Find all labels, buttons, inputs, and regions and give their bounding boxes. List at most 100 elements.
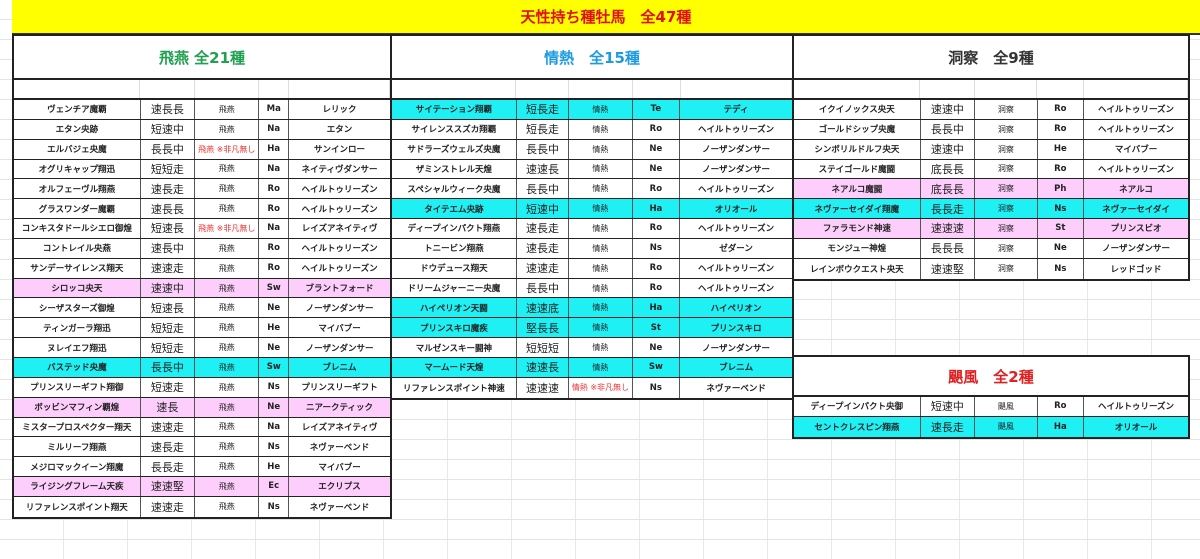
lineage-name-cell[interactable]: ネヴァーベンド	[706, 383, 766, 394]
horse-name-cell[interactable]: セントクレスピン翔燕	[794, 416, 921, 437]
trait-cell[interactable]: 情熱	[569, 318, 633, 338]
lineage-code-cell[interactable]: Ro	[259, 199, 290, 219]
lineage-name-cell[interactable]: ヘイルトゥリーズン	[698, 184, 775, 195]
lineage-name-cell[interactable]: ネイティヴダンサー	[301, 164, 378, 175]
lineage-name-cell[interactable]: ヘイルトゥリーズン	[1097, 164, 1175, 175]
table-row[interactable]: バステッド央魔 長長中 飛燕 Sw ブレニム	[14, 357, 390, 378]
distance-type-cell[interactable]: 短速長	[141, 219, 196, 238]
table-row[interactable]: プリンスリーギフト翔御 短速走 飛燕 Ns プリンスリーギフト	[14, 377, 390, 398]
lineage-name-cell[interactable]: ブレニム	[719, 363, 754, 374]
distance-type-cell[interactable]: 短速走	[141, 377, 196, 397]
distance-type-cell[interactable]: 速長	[141, 397, 196, 417]
table-row[interactable]: メジロマックイーン翔魔 長長走 飛燕 He マイバブー	[14, 457, 390, 478]
distance-type-cell[interactable]: 長長中	[141, 357, 196, 377]
lineage-code-cell[interactable]: Na	[259, 417, 290, 437]
distance-type-cell[interactable]: 速速走	[141, 258, 196, 278]
table-row[interactable]: ファラモンド神速 速速速 洞察 St プリンスビオ	[794, 219, 1188, 239]
horse-name-cell[interactable]: コントレイル央燕	[14, 238, 141, 258]
trait-cell[interactable]: 情熱	[569, 238, 633, 258]
table-row[interactable]: ミスタープロスペクター翔天 速速走 飛燕 Na レイズアネイティヴ	[14, 417, 390, 438]
lineage-code-cell[interactable]: Ro	[259, 258, 290, 278]
trait-cell[interactable]: 情熱	[569, 159, 633, 179]
trait-cell[interactable]: 情熱	[569, 119, 633, 139]
lineage-code-cell[interactable]: Ne	[259, 338, 290, 357]
table-row[interactable]: レインボウクエスト央天 速速堅 洞察 Ns レッドゴッド	[794, 258, 1188, 279]
trait-cell[interactable]: 洞察	[975, 219, 1038, 238]
horse-name-cell[interactable]: タイテエム央跡	[392, 199, 517, 219]
distance-type-cell[interactable]: 速長走	[141, 437, 196, 457]
table-row[interactable]: エタン央跡 短速中 飛燕 Na エタン	[14, 119, 390, 140]
horse-name-cell[interactable]: レインボウクエスト央天	[794, 258, 921, 279]
table-row[interactable]: ディープインパクト央御 短速中 颶風 Ro ヘイルトゥリーズン	[794, 397, 1188, 417]
trait-cell[interactable]: 飛燕	[195, 457, 260, 477]
trait-cell[interactable]: 情熱	[569, 219, 633, 238]
horse-name-cell[interactable]: コンキスタドールシエロ御煌	[14, 219, 141, 238]
horse-name-cell[interactable]: ディープインパクト翔燕	[392, 219, 517, 238]
lineage-name-cell[interactable]: ネヴァーセイダイ	[1102, 204, 1170, 215]
trait-cell[interactable]: 飛燕	[195, 397, 260, 417]
trait-cell[interactable]: 情熱	[569, 338, 633, 357]
table-row[interactable]: ドウデュース翔天 速速走 情熱 Ro ヘイルトゥリーズン	[392, 258, 792, 279]
horse-name-cell[interactable]: シーザスターズ御煌	[14, 298, 141, 318]
lineage-code-cell[interactable]: Ma	[259, 100, 290, 119]
distance-type-cell[interactable]: 速速中	[141, 278, 196, 298]
trait-cell[interactable]: 飛燕	[195, 258, 260, 278]
trait-cell[interactable]: 飛燕	[195, 179, 260, 199]
lineage-name-cell[interactable]: レイズアネイティヴ	[301, 422, 378, 433]
trait-cell[interactable]: 飛燕	[195, 417, 260, 437]
table-row[interactable]: イクイノックス央天 速速中 洞察 Ro ヘイルトゥリーズン	[794, 100, 1188, 120]
distance-type-cell[interactable]: 速長中	[141, 238, 196, 258]
lineage-name-cell[interactable]: エクリプス	[318, 482, 361, 493]
lineage-code-cell[interactable]: Ns	[1038, 199, 1085, 219]
lineage-name-cell[interactable]: マイバブー	[318, 323, 361, 334]
table-row[interactable]: シンボリルドルフ央天 速速中 洞察 He マイバブー	[794, 139, 1188, 160]
trait-cell[interactable]: 洞察	[975, 258, 1038, 279]
lineage-code-cell[interactable]: Ro	[259, 179, 290, 199]
trait-cell[interactable]: 洞察	[975, 199, 1038, 219]
distance-type-cell[interactable]: 速速長	[517, 159, 570, 179]
lineage-code-cell[interactable]: Ha	[633, 199, 681, 219]
lineage-code-cell[interactable]: St	[633, 318, 681, 338]
lineage-name-cell[interactable]: マイバブー	[318, 462, 361, 473]
table-row[interactable]: セントクレスピン翔燕 速長走 颶風 Ha オリオール	[794, 416, 1188, 437]
lineage-name-cell[interactable]: ネヴァーベンド	[309, 442, 370, 453]
trait-cell[interactable]: 情熱	[569, 100, 633, 119]
horse-name-cell[interactable]: ドウデュース翔天	[392, 258, 517, 278]
lineage-name-cell[interactable]: ノーザンダンサー	[702, 164, 770, 175]
horse-name-cell[interactable]: バステッド央魔	[14, 357, 141, 377]
table-row[interactable]: スペシャルウィーク央魔 長長中 情熱 Ro ヘイルトゥリーズン	[392, 179, 792, 200]
distance-type-cell[interactable]: 速速走	[141, 417, 196, 437]
lineage-code-cell[interactable]: Ns	[259, 496, 290, 517]
distance-type-cell[interactable]: 短速中	[141, 119, 196, 139]
horse-name-cell[interactable]: ドリームジャーニー央魔	[392, 278, 517, 298]
trait-cell[interactable]: 飛燕	[195, 199, 260, 219]
lineage-name-cell[interactable]: ノーザンダンサー	[702, 145, 770, 156]
lineage-code-cell[interactable]: He	[1038, 139, 1085, 159]
distance-type-cell[interactable]: 速速堅	[141, 477, 196, 496]
horse-name-cell[interactable]: ファラモンド神速	[794, 219, 921, 238]
table-row[interactable]: グラスワンダー魔覇 速長長 飛燕 Ro ヘイルトゥリーズン	[14, 199, 390, 220]
horse-name-cell[interactable]: サイテーション翔覇	[392, 100, 517, 119]
lineage-code-cell[interactable]: Ne	[259, 298, 290, 318]
lineage-code-cell[interactable]: Ha	[1038, 416, 1085, 437]
table-row[interactable]: マルゼンスキー闘神 短短短 情熱 Ne ノーザンダンサー	[392, 338, 792, 358]
lineage-code-cell[interactable]: Ro	[1038, 119, 1085, 139]
horse-name-cell[interactable]: ティンガーラ翔迅	[14, 318, 141, 338]
lineage-code-cell[interactable]: Ro	[633, 278, 681, 298]
trait-cell[interactable]: 情熱	[569, 179, 633, 199]
distance-type-cell[interactable]: 短速中	[921, 397, 976, 416]
lineage-code-cell[interactable]: Ne	[633, 159, 681, 179]
table-row[interactable]: タイテエム央跡 短速中 情熱 Ha オリオール	[392, 199, 792, 220]
horse-name-cell[interactable]: メジロマックイーン翔魔	[14, 457, 141, 477]
lineage-code-cell[interactable]: Ro	[633, 219, 681, 238]
distance-type-cell[interactable]: 速長長	[141, 199, 196, 219]
trait-cell[interactable]: 飛燕	[195, 338, 260, 357]
lineage-name-cell[interactable]: ヘイルトゥリーズン	[698, 125, 775, 136]
distance-type-cell[interactable]: 速速速	[517, 377, 570, 398]
table-row[interactable]: ザミンストレル天煌 速速長 情熱 Ne ノーザンダンサー	[392, 159, 792, 180]
lineage-code-cell[interactable]: Ro	[633, 119, 681, 139]
table-row[interactable]: ボッビンマフィン覇煌 速長 飛燕 Ne ニアークティック	[14, 397, 390, 418]
lineage-code-cell[interactable]: Ec	[259, 477, 290, 496]
lineage-name-cell[interactable]: ハイペリオン	[710, 303, 762, 314]
trait-cell[interactable]: 飛燕	[195, 278, 260, 298]
